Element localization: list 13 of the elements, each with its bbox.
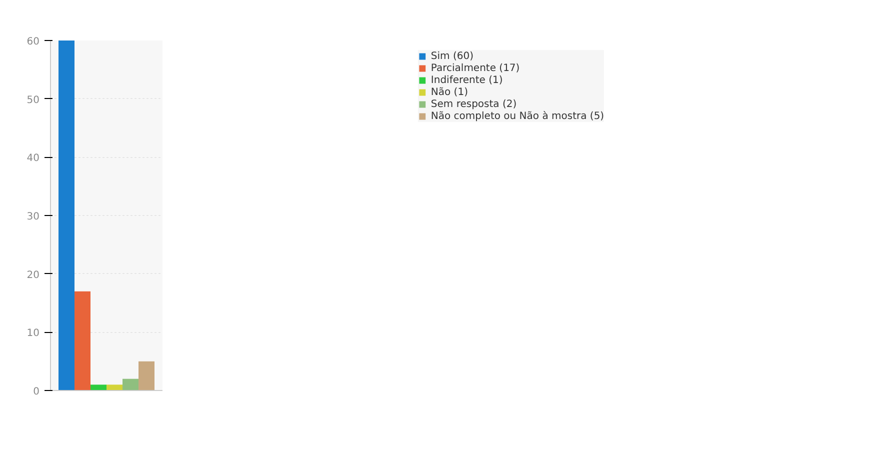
y-tick-label: 0 [33, 386, 40, 398]
y-tick-label: 10 [26, 328, 40, 340]
y-tick-label: 30 [26, 212, 40, 222]
legend-label: Parcialmente (17) [430, 62, 520, 74]
y-tick-label: 20 [26, 270, 40, 281]
y-tick-label: 40 [26, 153, 40, 164]
legend-label: Sim (60) [430, 50, 474, 62]
y-tick-label: 50 [26, 94, 40, 106]
legend-label: Não (1) [430, 86, 468, 98]
legend-label: Não completo ou Não à mostra (5) [430, 110, 604, 122]
legend-label: Sem resposta (2) [430, 98, 517, 110]
legend-label: Indiferente (1) [430, 74, 503, 86]
y-tick-label: 60 [26, 36, 40, 48]
